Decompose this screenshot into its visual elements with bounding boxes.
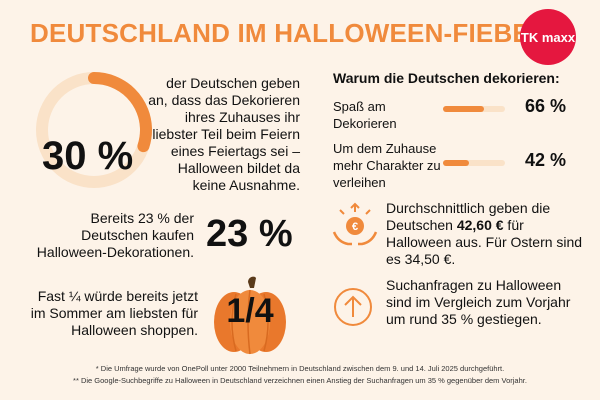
search-text: Suchanfragen zu Halloween sind im Vergle… (386, 277, 571, 327)
reason-label-fun: Spaß am Dekorieren (333, 99, 397, 131)
svg-text:€: € (352, 221, 358, 233)
value-label-fun: 66 % (524, 96, 566, 116)
reason-label-character: Um dem Zuhause mehr Charakter zu verleih… (333, 141, 441, 190)
logo-text: TK maxx (521, 30, 576, 45)
buy-decoration-text: Bereits 23 % der Deutschen kaufen Hallow… (36, 210, 194, 260)
donut-arc (36, 72, 152, 188)
decorating-percentage: 30 % (42, 134, 134, 178)
spending-text: Durchschnittlich geben die Deutschen 42,… (386, 200, 583, 267)
footnote-survey: * Die Umfrage wurde von OnePoll unter 20… (95, 364, 505, 373)
summer-shopping-text: Fast ¼ würde bereits jetzt im Sommer am … (30, 288, 198, 338)
buy-decoration-percentage: 23 % (206, 213, 293, 255)
bar-fun (443, 106, 484, 112)
bar-track-character (443, 160, 505, 166)
arrow-up-circle-icon (334, 288, 372, 326)
chart-title: Warum die Deutschen dekorieren: (333, 70, 560, 86)
decorating-donut (36, 72, 152, 188)
decorating-text: der Deutschen geben an, dass das Dekorie… (148, 75, 300, 193)
euro-coins-hands-icon: € (332, 202, 378, 246)
footnote-search: ** Die Google-Suchbegriffe zu Halloween … (73, 376, 527, 385)
bar-character (443, 160, 470, 166)
pumpkin-icon (214, 276, 286, 355)
spending-amount: 42,60 € (456, 217, 504, 233)
page-title: DEUTSCHLAND IM HALLOWEEN-FIEBER (30, 18, 549, 48)
tk-maxx-logo: TK maxx (520, 9, 576, 65)
summer-shopping-fraction: 1/4 (226, 292, 274, 330)
value-label-character: 42 % (524, 150, 566, 170)
